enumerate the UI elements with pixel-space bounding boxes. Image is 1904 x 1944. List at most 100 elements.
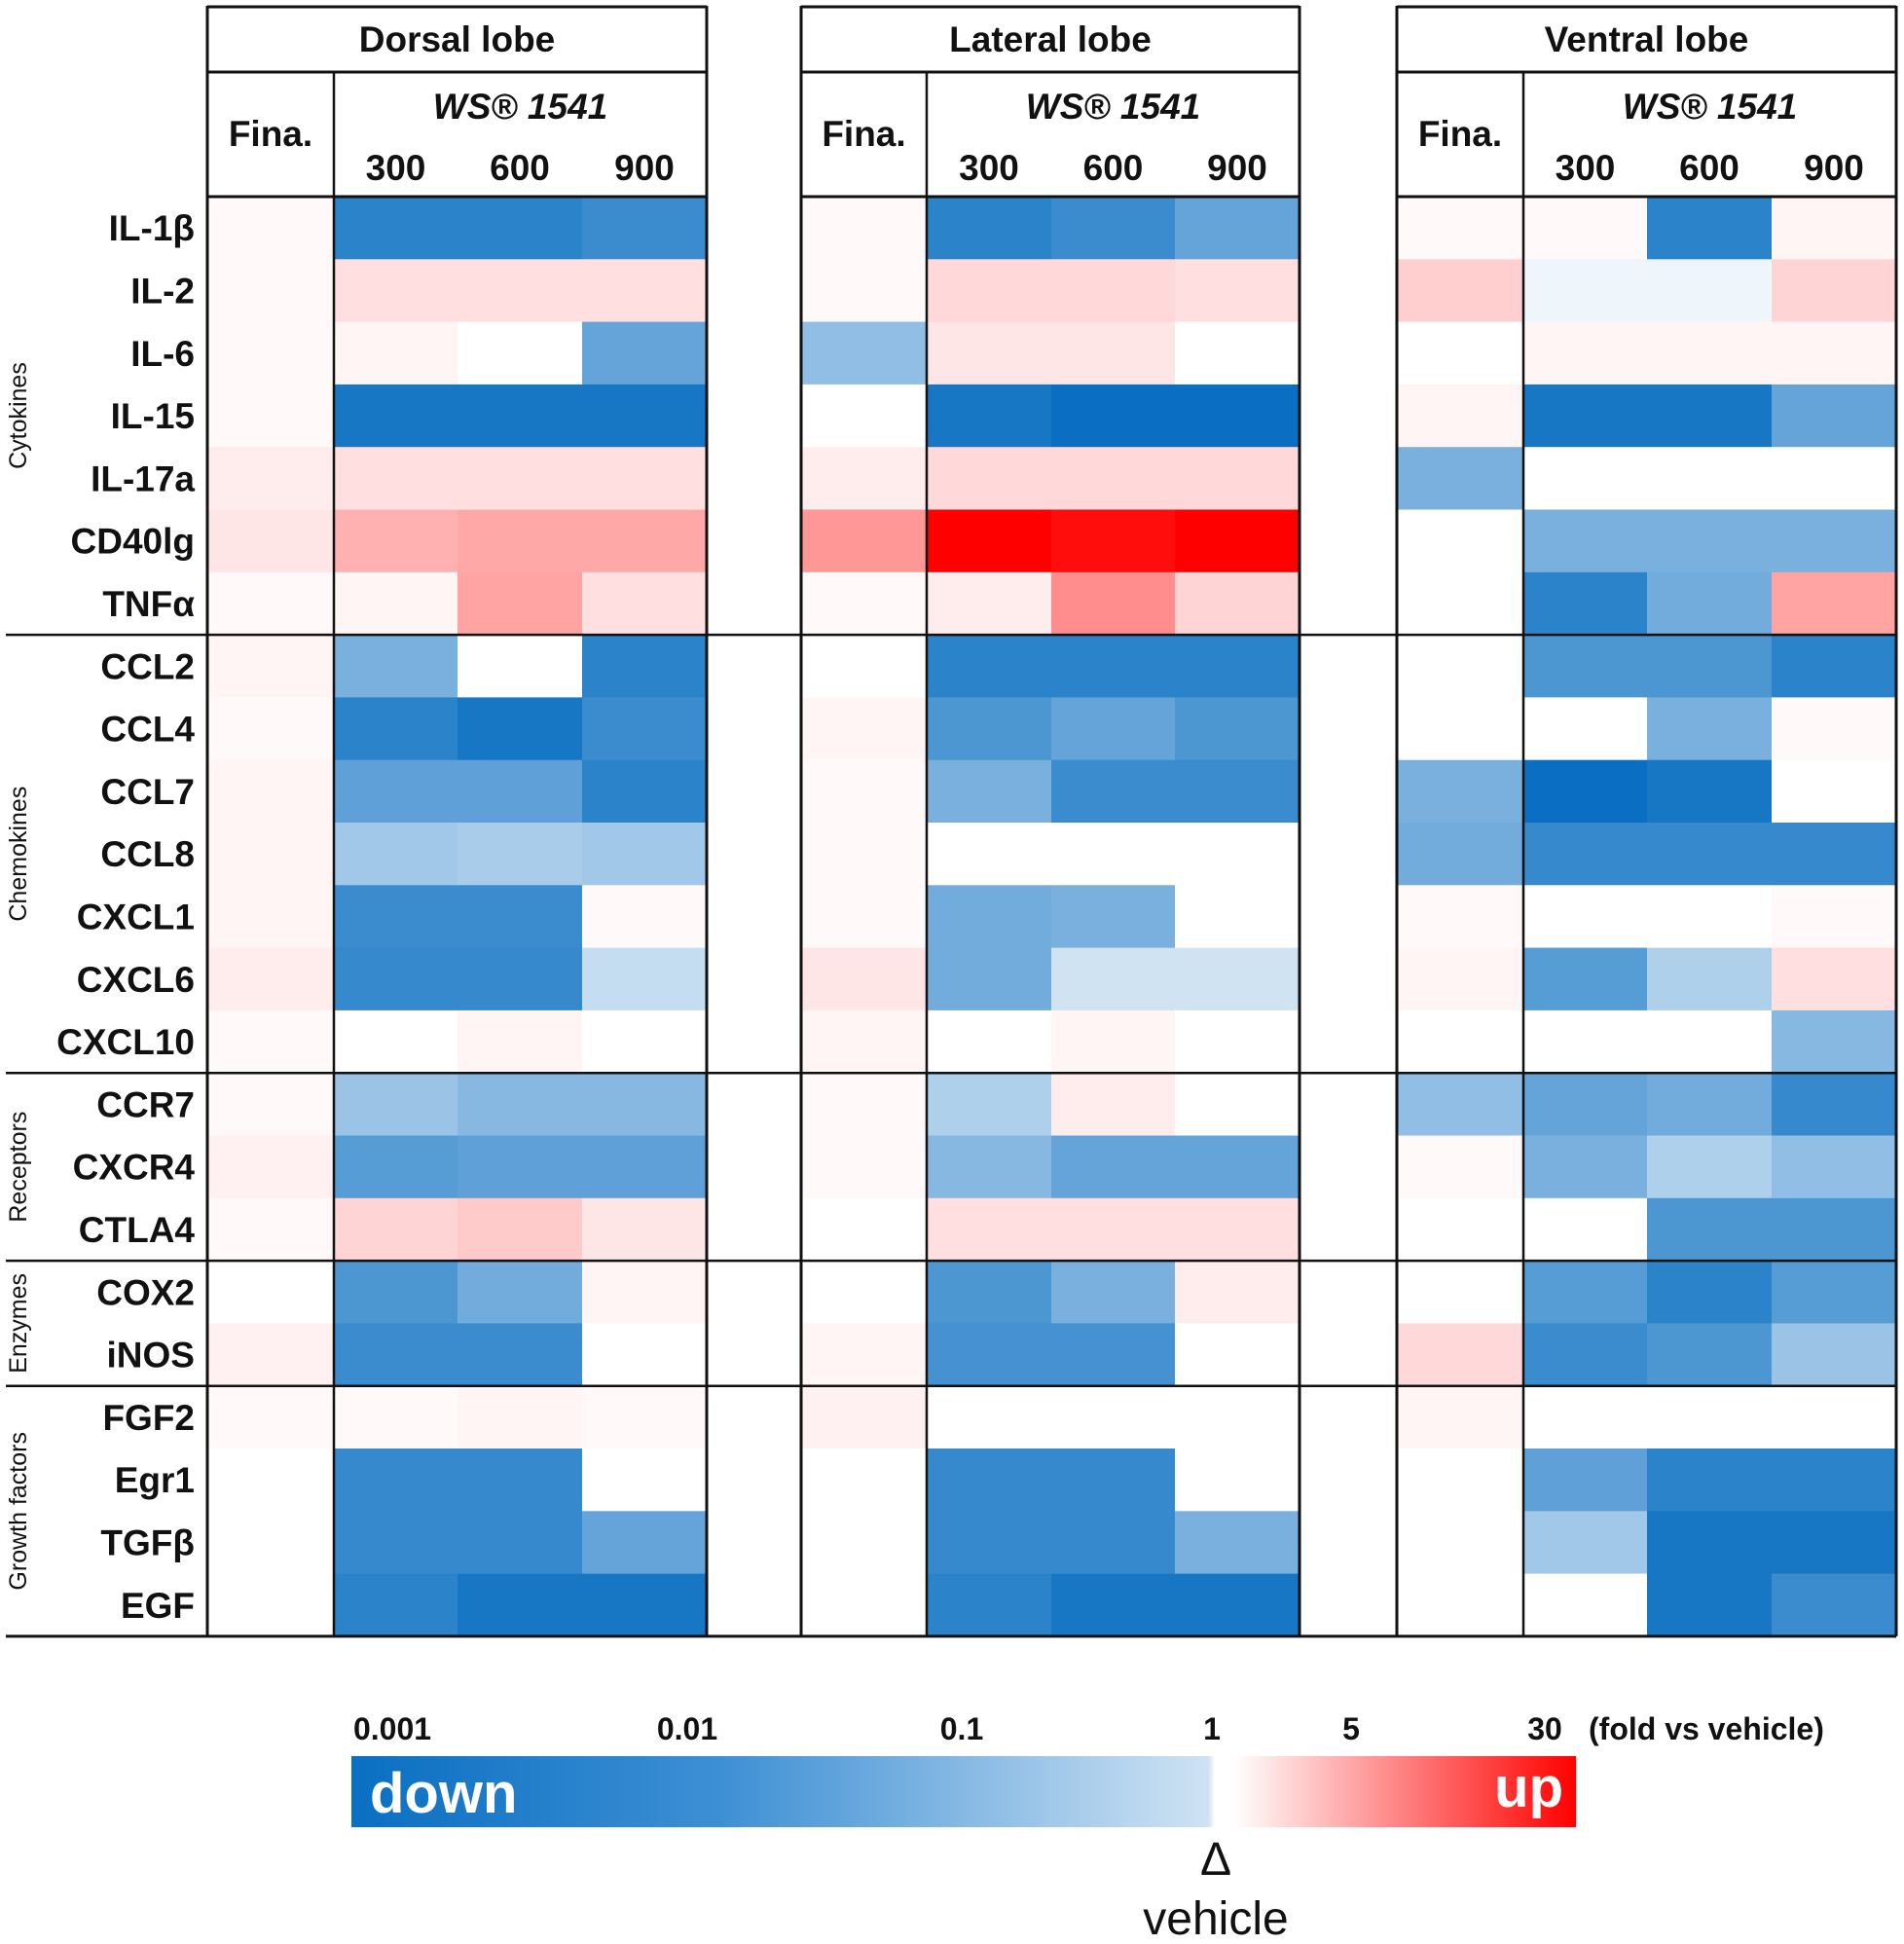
heatmap-cell-ventral-lobe-tnf-fina (1397, 571, 1523, 636)
heatmap-cell-dorsal-lobe-egr1-300 (334, 1449, 458, 1512)
heatmap-cell-lateral-lobe-ccr7-900 (1175, 1073, 1300, 1137)
heatmap-cell-lateral-lobe-cxcl6-600 (1051, 947, 1175, 1011)
heatmap-cell-ventral-lobe-egf-900 (1772, 1573, 1896, 1637)
heatmap-cell-dorsal-lobe-cxcl10-900 (582, 1009, 707, 1074)
heatmap-cell-lateral-lobe-il-15-300 (927, 384, 1051, 448)
heatmap-cell-ventral-lobe-fgf2-600 (1647, 1385, 1772, 1449)
heatmap-cell-dorsal-lobe-il-1-600 (458, 197, 582, 260)
heatmap-cell-lateral-lobe-ccl4-300 (927, 697, 1051, 761)
heatmap-cell-dorsal-lobe-ccl7-900 (582, 759, 707, 824)
legend-high-label: up (1494, 1756, 1563, 1819)
category-label-enzymes: Enzymes (5, 1273, 32, 1374)
heatmap-cell-lateral-lobe-il-2-300 (927, 259, 1051, 323)
heatmap-cell-dorsal-lobe-cd40lg-900 (582, 509, 707, 573)
heatmap-cell-dorsal-lobe-egr1-600 (458, 1449, 582, 1512)
heatmap-cell-ventral-lobe-ctla4-300 (1523, 1197, 1647, 1262)
heatmap-cell-ventral-lobe-cox2-fina (1397, 1261, 1523, 1324)
heatmap-cell-dorsal-lobe-cd40lg-300 (334, 509, 458, 573)
heatmap-cell-lateral-lobe-il-15-900 (1175, 384, 1300, 448)
heatmap-cell-lateral-lobe-cxcl10-fina (801, 1009, 927, 1074)
heatmap-cell-lateral-lobe-ccr7-600 (1051, 1073, 1175, 1137)
gene-label-il-1: IL-1β (109, 208, 195, 248)
heatmap-cell-dorsal-lobe-ccl7-fina (207, 759, 334, 824)
heatmap-cell-dorsal-lobe-ccl4-300 (334, 697, 458, 761)
heatmap-cell-lateral-lobe-tgf-600 (1051, 1511, 1175, 1575)
heatmap-cell-lateral-lobe-inos-900 (1175, 1323, 1300, 1387)
heatmap-cell-lateral-lobe-cxcl1-600 (1051, 885, 1175, 949)
heatmap-cell-dorsal-lobe-il-1-fina (207, 197, 334, 260)
heatmap-cell-dorsal-lobe-fgf2-900 (582, 1385, 707, 1449)
heatmap-cell-ventral-lobe-cd40lg-900 (1772, 509, 1896, 573)
heatmap-cell-ventral-lobe-il-17a-fina (1397, 447, 1523, 511)
heatmap-cell-ventral-lobe-ccl4-600 (1647, 697, 1772, 761)
heatmap-cell-dorsal-lobe-il-1-300 (334, 197, 458, 260)
heatmap-cell-lateral-lobe-fgf2-300 (927, 1385, 1051, 1449)
gene-label-il-2: IL-2 (130, 271, 195, 311)
heatmap-cell-ventral-lobe-il-2-600 (1647, 259, 1772, 323)
heatmap-cell-lateral-lobe-egr1-fina (801, 1449, 927, 1512)
ventral-lobe-title: Ventral lobe (1545, 19, 1749, 59)
heatmap-cell-lateral-lobe-ccl7-fina (801, 759, 927, 824)
vehicle-label: vehicle (1143, 1893, 1288, 1944)
heatmap-cell-lateral-lobe-cxcl1-300 (927, 885, 1051, 949)
heatmap-cell-ventral-lobe-il-6-600 (1647, 321, 1772, 385)
heatmap-cell-lateral-lobe-tgf-fina (801, 1511, 927, 1575)
heatmap-cell-lateral-lobe-cxcl1-fina (801, 885, 927, 949)
heatmap-cell-ventral-lobe-cxcl10-600 (1647, 1009, 1772, 1074)
heatmap-cell-dorsal-lobe-tnf-300 (334, 571, 458, 636)
heatmap-cell-dorsal-lobe-fgf2-600 (458, 1385, 582, 1449)
heatmap-cell-lateral-lobe-il-1-fina (801, 197, 927, 260)
heatmap-cell-dorsal-lobe-ccl4-600 (458, 697, 582, 761)
heatmap-cell-ventral-lobe-cox2-600 (1647, 1261, 1772, 1324)
heatmap-cell-ventral-lobe-il-1-300 (1523, 197, 1647, 260)
heatmap-cell-dorsal-lobe-ccl8-600 (458, 823, 582, 886)
heatmap-cell-dorsal-lobe-il-6-fina (207, 321, 334, 385)
heatmap-cell-ventral-lobe-ccl7-fina (1397, 759, 1523, 824)
legend-tick-30: 30 (1527, 1711, 1562, 1746)
heatmap-cell-dorsal-lobe-ccr7-300 (334, 1073, 458, 1137)
gene-label-egf: EGF (121, 1586, 195, 1626)
heatmap-cell-dorsal-lobe-inos-900 (582, 1323, 707, 1387)
heatmap-cell-dorsal-lobe-ccl8-900 (582, 823, 707, 886)
heatmap-cell-ventral-lobe-il-1-600 (1647, 197, 1772, 260)
heatmap-cell-lateral-lobe-il-17a-fina (801, 447, 927, 511)
heatmap-cell-lateral-lobe-cxcl10-300 (927, 1009, 1051, 1074)
heatmap-cell-dorsal-lobe-cxcl6-900 (582, 947, 707, 1011)
heatmap-cell-ventral-lobe-ctla4-fina (1397, 1197, 1523, 1262)
heatmap-cell-lateral-lobe-cxcl10-600 (1051, 1009, 1175, 1074)
heatmap-cell-ventral-lobe-egr1-600 (1647, 1449, 1772, 1512)
heatmap-cell-lateral-lobe-il-17a-900 (1175, 447, 1300, 511)
heatmap-cell-dorsal-lobe-ccl2-900 (582, 635, 707, 698)
lateral-lobe-dose-600: 600 (1083, 148, 1144, 188)
heatmap-cell-ventral-lobe-tgf-600 (1647, 1511, 1772, 1575)
heatmap-cell-ventral-lobe-il-1-900 (1772, 197, 1896, 260)
heatmap-cell-lateral-lobe-ccl2-300 (927, 635, 1051, 698)
heatmap-cell-lateral-lobe-ccl4-fina (801, 697, 927, 761)
heatmap-cell-dorsal-lobe-cxcl1-600 (458, 885, 582, 949)
gene-label-cxcl6: CXCL6 (77, 960, 195, 1000)
heatmap-cell-dorsal-lobe-egf-fina (207, 1573, 334, 1637)
heatmap-cell-ventral-lobe-ccr7-fina (1397, 1073, 1523, 1137)
heatmap-cell-lateral-lobe-egr1-600 (1051, 1449, 1175, 1512)
heatmap-cell-lateral-lobe-cox2-fina (801, 1261, 927, 1324)
heatmap-cell-ventral-lobe-inos-300 (1523, 1323, 1647, 1387)
heatmap-cell-dorsal-lobe-ctla4-600 (458, 1197, 582, 1262)
heatmap-cell-ventral-lobe-egr1-300 (1523, 1449, 1647, 1512)
heatmap-cell-lateral-lobe-il-6-900 (1175, 321, 1300, 385)
lateral-lobe-drug-label: WS® 1541 (1026, 87, 1200, 127)
heatmap-cell-ventral-lobe-cxcl6-600 (1647, 947, 1772, 1011)
heatmap-cell-ventral-lobe-il-15-600 (1647, 384, 1772, 448)
heatmap-cell-lateral-lobe-il-15-600 (1051, 384, 1175, 448)
heatmap-cell-ventral-lobe-il-17a-600 (1647, 447, 1772, 511)
heatmap-cell-dorsal-lobe-il-17a-900 (582, 447, 707, 511)
heatmap-cell-lateral-lobe-cxcl6-900 (1175, 947, 1300, 1011)
heatmap-cell-ventral-lobe-il-6-300 (1523, 321, 1647, 385)
heatmap-cell-ventral-lobe-il-2-fina (1397, 259, 1523, 323)
heatmap-cell-dorsal-lobe-tgf-fina (207, 1511, 334, 1575)
heatmap-cell-dorsal-lobe-il-2-fina (207, 259, 334, 323)
heatmap-cell-dorsal-lobe-cxcl1-900 (582, 885, 707, 949)
heatmap-cell-dorsal-lobe-ccr7-900 (582, 1073, 707, 1137)
legend-unit-label: (fold vs vehicle) (1589, 1711, 1824, 1746)
heatmap-cell-ventral-lobe-cxcl6-300 (1523, 947, 1647, 1011)
heatmap-cell-ventral-lobe-inos-900 (1772, 1323, 1896, 1387)
